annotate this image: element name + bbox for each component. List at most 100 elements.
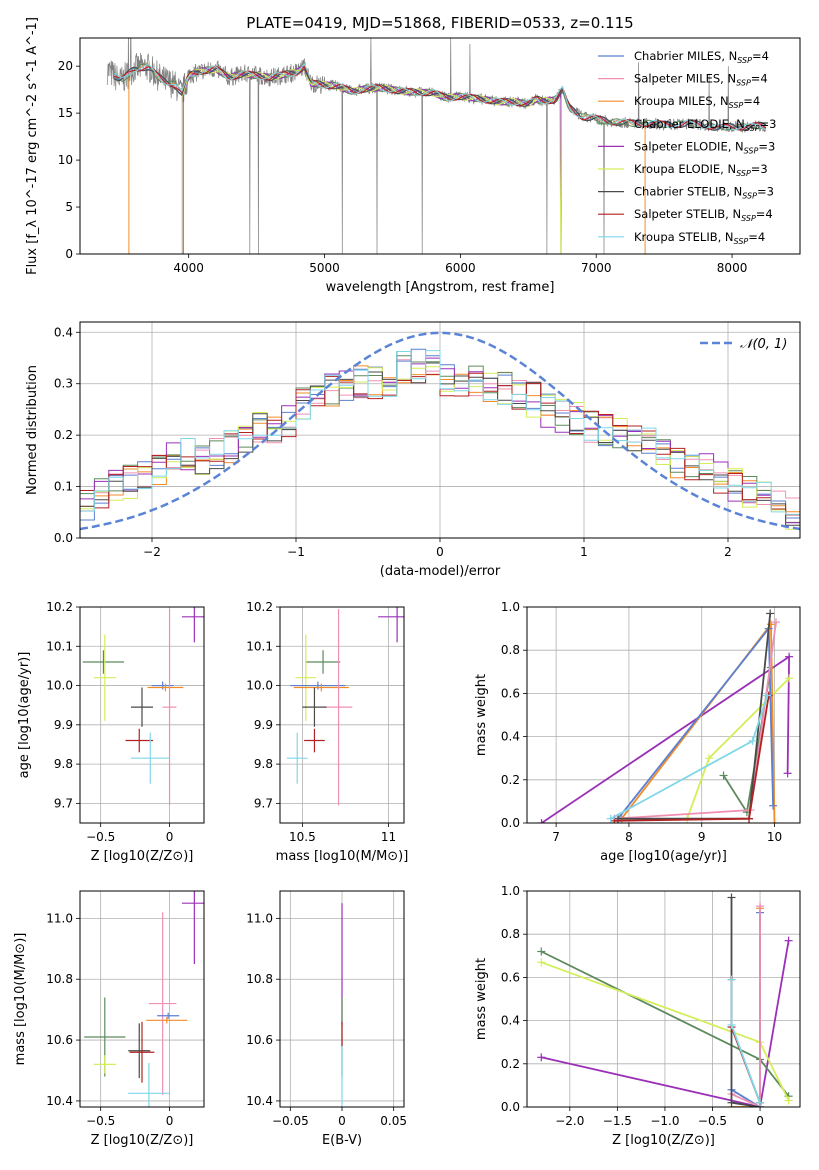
y-tick-label: 10.2 [46, 600, 73, 614]
weight-line-chabrier_elodie [722, 667, 772, 815]
y-tick-label: 9.8 [54, 757, 73, 771]
y-tick-label: 10.8 [46, 972, 73, 986]
y-axis-label: mass weight [474, 674, 489, 756]
ticks: 7 8 9 10 0.0 0.2 0.4 0.6 0.8 1.0 [501, 600, 782, 844]
y-axis-label: mass weight [474, 958, 489, 1040]
legend-label-sub: SSP [734, 237, 749, 246]
y-tick-label: 10.4 [246, 1094, 273, 1108]
legend-label-sub: SSP [741, 214, 756, 223]
plot-area [80, 331, 800, 531]
legend-label-main: Kroupa MILES, N [634, 94, 729, 108]
x-tick-label: 6000 [445, 261, 476, 275]
weight-line-chabrier_stelib [618, 613, 772, 820]
panel-mass-vs-Z: −0.5 0 10.4 10.6 10.8 11.0 Z [log10(Z/Z⊙)] mass… [13, 890, 205, 1148]
legend-label-sub: SSP [736, 169, 751, 178]
y-tick-label: 9.8 [254, 757, 273, 771]
y-tick-label: 10.6 [46, 1033, 73, 1047]
legend-label: 𝒩(0, 1) [740, 337, 787, 352]
ticks: −0.5 0 10.4 10.6 10.8 11.0 [46, 911, 173, 1128]
legend-label: Chabrier ELODIE, NSSP=3 [634, 117, 776, 133]
y-tick-label: 9.9 [254, 718, 273, 732]
panel-residuals: −2 −1 0 1 2 0.0 0.1 0.2 0.3 0.4 (data-model)/error… [25, 321, 801, 579]
legend-label-main: Salpeter MILES, N [634, 72, 736, 86]
y-tick-label: 10.6 [246, 1033, 273, 1047]
y-tick-label: 10.4 [46, 1094, 73, 1108]
legend-label-suffix: =4 [752, 49, 769, 63]
axes-frame [79, 890, 205, 1108]
panel-age-vs-Z: −0.5 0 9.7 9.8 9.9 10.0 10.1 10.2 Z [log10(Z/Z⊙)… [17, 600, 205, 864]
x-tick-label: 10.5 [289, 830, 316, 844]
axes-frame [79, 37, 801, 255]
legend-label: Kroupa MILES, NSSP=4 [634, 94, 760, 110]
y-tick-label: 10.0 [246, 679, 273, 693]
weight-line-salpeter_elodie [541, 940, 790, 1107]
y-tick-label: 0.2 [54, 428, 73, 442]
y-tick-label: 0 [65, 247, 73, 261]
y-tick-label: 10.0 [46, 679, 73, 693]
x-tick-label: 0 [338, 1114, 346, 1128]
ticks: −2.0 −1.5 −1.0 −0.5 0 0.0 0.2 0.4 0.6 0.8 1.0 [501, 884, 764, 1128]
legend-label: Salpeter ELODIE, NSSP=3 [634, 139, 775, 155]
legend-label: Kroupa STELIB, NSSP=4 [634, 230, 765, 246]
legend-label-suffix: =3 [758, 139, 775, 153]
y-axis-label: Normed distribution [25, 365, 40, 495]
legend-label-suffix: =4 [743, 94, 760, 108]
legend-label-main: Chabrier MILES, N [634, 49, 737, 63]
x-tick-label: 0 [166, 830, 174, 844]
legend-label-main: Kroupa STELIB, N [634, 230, 734, 244]
x-tick-label: 0 [436, 545, 444, 559]
plot-area [537, 893, 793, 1107]
x-tick-label: 11 [381, 830, 396, 844]
legend-label: Salpeter STELIB, NSSP=4 [634, 207, 773, 223]
y-tick-label: 9.7 [54, 796, 73, 810]
y-tick-label: 0.6 [501, 970, 520, 984]
panel-mass-vs-ebv: −0.05 0 0.05 10.4 10.6 10.8 11.0 E(B-V) [246, 890, 407, 1148]
x-tick-label: 4000 [173, 261, 204, 275]
x-axis-label: mass [log10(M/M⊙)] [276, 849, 409, 864]
histogram-kroupa_stelib [80, 350, 800, 515]
axes-frame [279, 606, 405, 824]
y-tick-label: 0.6 [501, 686, 520, 700]
axes-frame [79, 321, 801, 539]
legend-label: Kroupa ELODIE, NSSP=3 [634, 162, 768, 178]
y-tick-label: 11.0 [246, 911, 273, 925]
x-tick-label: 7000 [581, 261, 612, 275]
legend-label-suffix: =3 [757, 185, 774, 199]
y-tick-label: 0.4 [501, 1014, 520, 1028]
x-tick-label: 0.05 [380, 1114, 407, 1128]
y-tick-label: 10.8 [246, 972, 273, 986]
x-axis-label: wavelength [Angstrom, rest frame] [326, 280, 555, 295]
legend-label-sub: SSP [745, 124, 760, 133]
x-axis-label: Z [log10(Z/Z⊙)] [91, 1133, 194, 1148]
weight-line-salpeter_miles [731, 906, 761, 1107]
axes-frame [279, 890, 405, 1108]
plot-area [537, 609, 794, 823]
plot-area [106, 38, 767, 254]
weight-line-kroupa_miles [731, 908, 761, 1107]
y-tick-label: 10.1 [246, 639, 273, 653]
x-tick-label: −0.5 [698, 1114, 727, 1128]
axes-frame [526, 606, 801, 824]
panel-weight-vs-Z: −2.0 −1.5 −1.0 −0.5 0 0.0 0.2 0.4 0.6 0.8 1.0 Z [lo… [474, 884, 801, 1148]
y-tick-label: 0.1 [54, 480, 73, 494]
model-salpeter_elodie [182, 65, 562, 254]
x-tick-label: −1.5 [603, 1114, 632, 1128]
x-axis-label: Z [log10(Z/Z⊙)] [612, 1133, 715, 1148]
panel-age-vs-mass: 10.5 11 9.7 9.8 9.9 10.0 10.1 10.2 mass [log10(M… [246, 600, 409, 864]
weight-line-chabrier_stelib [730, 897, 761, 1107]
ticks: −0.5 0 9.7 9.8 9.9 10.0 10.1 10.2 [46, 600, 173, 844]
x-tick-label: −0.5 [86, 1114, 115, 1128]
legend-label-main: Salpeter STELIB, N [634, 207, 741, 221]
ticks: 10.5 11 9.7 9.8 9.9 10.0 10.1 10.2 [246, 600, 396, 844]
legend-label-main: Salpeter ELODIE, N [634, 139, 744, 153]
x-axis-label: E(B-V) [322, 1133, 362, 1148]
figure-title: PLATE=0419, MJD=51868, FIBERID=0533, z=0… [246, 14, 633, 32]
x-tick-label: 0 [166, 1114, 174, 1128]
ticks: −2 −1 0 1 2 0.0 0.1 0.2 0.3 0.4 [54, 325, 732, 559]
x-tick-label: 9 [698, 830, 706, 844]
y-tick-label: 10.2 [246, 600, 273, 614]
legend-label-sub: SSP [729, 101, 744, 110]
x-tick-label: 1 [580, 545, 588, 559]
legend-label: Chabrier STELIB, NSSP=3 [634, 185, 774, 201]
